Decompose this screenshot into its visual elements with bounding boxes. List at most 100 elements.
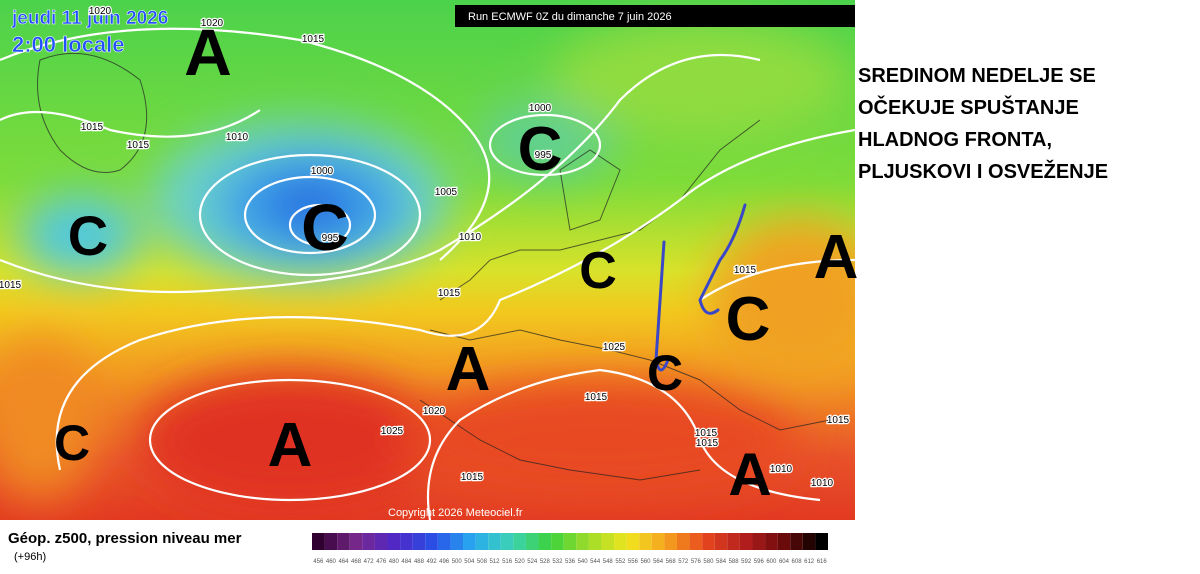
scale-label: 588 bbox=[729, 559, 740, 565]
legend-title: Géop. z500, pression niveau mer bbox=[8, 530, 242, 547]
isobar-label: 1020 bbox=[201, 18, 224, 29]
scale-label: 512 bbox=[489, 559, 500, 565]
pressure-center: C bbox=[54, 415, 90, 471]
scale-swatch bbox=[739, 533, 753, 550]
scale-label: 464 bbox=[338, 559, 349, 565]
isobar-label: 1010 bbox=[459, 232, 482, 243]
pressure-center: A bbox=[814, 223, 859, 292]
run-label: Run ECMWF 0Z du dimanche 7 juin 2026 bbox=[468, 11, 672, 23]
scale-label: 584 bbox=[716, 559, 727, 565]
scale-label: 456 bbox=[313, 559, 324, 565]
scale-swatch bbox=[525, 533, 539, 550]
run-banner bbox=[455, 5, 855, 27]
scale-swatch bbox=[374, 533, 388, 550]
scale-swatch bbox=[752, 533, 766, 550]
scale-swatch bbox=[463, 533, 476, 550]
scale-swatch bbox=[425, 533, 438, 550]
isobar-label: 1015 bbox=[734, 265, 757, 276]
scale-label: 600 bbox=[766, 559, 777, 565]
scale-label: 524 bbox=[527, 559, 538, 565]
pressure-center: C bbox=[518, 115, 563, 184]
scale-swatch bbox=[651, 533, 665, 550]
scale-label: 552 bbox=[615, 559, 626, 565]
pressure-center: C bbox=[726, 285, 771, 354]
isobar-label: 1015 bbox=[0, 280, 22, 291]
scale-label: 504 bbox=[464, 559, 475, 565]
scale-label: 572 bbox=[678, 559, 689, 565]
scale-label: 472 bbox=[364, 559, 375, 565]
scale-swatch bbox=[802, 533, 816, 550]
scale-swatch bbox=[639, 533, 652, 550]
scale-label: 580 bbox=[703, 559, 714, 565]
scale-swatch bbox=[588, 533, 602, 550]
isobar-label: 995 bbox=[322, 233, 339, 244]
isobar-label: 1015 bbox=[696, 438, 719, 449]
scale-swatch bbox=[626, 533, 640, 550]
isobar-label: 1000 bbox=[311, 166, 334, 177]
scale-swatch bbox=[689, 533, 703, 550]
scale-swatch bbox=[488, 533, 501, 550]
scale-swatch bbox=[538, 533, 552, 550]
isobar-label: 1000 bbox=[529, 103, 552, 114]
scale-swatch bbox=[337, 533, 350, 550]
scale-swatch bbox=[500, 533, 514, 550]
pressure-center: A bbox=[184, 15, 232, 89]
scale-label: 596 bbox=[754, 559, 765, 565]
scale-label: 468 bbox=[351, 559, 362, 565]
scale-label: 516 bbox=[502, 559, 513, 565]
scale-swatch bbox=[312, 533, 325, 550]
scale-label: 520 bbox=[515, 559, 526, 565]
scale-swatch bbox=[400, 533, 413, 550]
pressure-center: A bbox=[268, 411, 313, 480]
scale-label: 492 bbox=[427, 559, 438, 565]
copyright: Copyright 2026 Meteociel.fr bbox=[388, 507, 523, 519]
scale-label: 608 bbox=[792, 559, 803, 565]
scale-label: 508 bbox=[477, 559, 488, 565]
isobar-label: 1015 bbox=[827, 415, 850, 426]
scale-swatch bbox=[576, 533, 589, 550]
isobar-label: 1015 bbox=[585, 392, 608, 403]
scale-swatch bbox=[412, 533, 426, 550]
forecast-time: 2:00 locale bbox=[12, 32, 125, 57]
isobar-label: 995 bbox=[535, 150, 552, 161]
scale-swatch bbox=[349, 533, 363, 550]
scale-swatch bbox=[601, 533, 615, 550]
scale-swatch bbox=[676, 533, 690, 550]
scale-label: 556 bbox=[628, 559, 639, 565]
scale-label: 500 bbox=[452, 559, 463, 565]
scale-swatch bbox=[702, 533, 715, 550]
scale-swatch bbox=[387, 533, 401, 550]
scale-label: 576 bbox=[691, 559, 702, 565]
pressure-center: C bbox=[647, 345, 683, 401]
scale-label: 544 bbox=[590, 559, 601, 565]
pressure-center: C bbox=[579, 242, 617, 300]
isobar-label: 1010 bbox=[811, 478, 834, 489]
annotation-line: PLJUSKOVI I OSVEŽENJE bbox=[858, 159, 1108, 183]
scale-swatch bbox=[765, 533, 778, 550]
pressure-center: C bbox=[68, 204, 108, 267]
scale-swatch bbox=[815, 533, 828, 550]
isobar-label: 1005 bbox=[435, 187, 458, 198]
scale-label: 460 bbox=[326, 559, 337, 565]
scale-label: 604 bbox=[779, 559, 790, 565]
scale-label: 496 bbox=[439, 559, 450, 565]
isobar-label: 1015 bbox=[81, 122, 104, 133]
isobar-label: 1015 bbox=[695, 428, 718, 439]
isobar-label: 1020 bbox=[89, 6, 112, 17]
scale-label: 476 bbox=[376, 559, 387, 565]
isobar-label: 1015 bbox=[438, 288, 461, 299]
pressure-center: A bbox=[728, 441, 771, 508]
map bbox=[0, 0, 855, 520]
scale-swatch bbox=[664, 533, 677, 550]
scale-swatch bbox=[513, 533, 526, 550]
isobar-label: 1020 bbox=[423, 406, 446, 417]
scale-label: 616 bbox=[817, 559, 828, 565]
scale-label: 536 bbox=[565, 559, 576, 565]
isobar-label: 1010 bbox=[770, 464, 793, 475]
scale-label: 564 bbox=[653, 559, 664, 565]
scale-label: 528 bbox=[540, 559, 551, 565]
forecast-date: jeudi 11 juin 2026 bbox=[11, 8, 168, 29]
annotation-line: HLADNOG FRONTA, bbox=[858, 129, 1052, 151]
